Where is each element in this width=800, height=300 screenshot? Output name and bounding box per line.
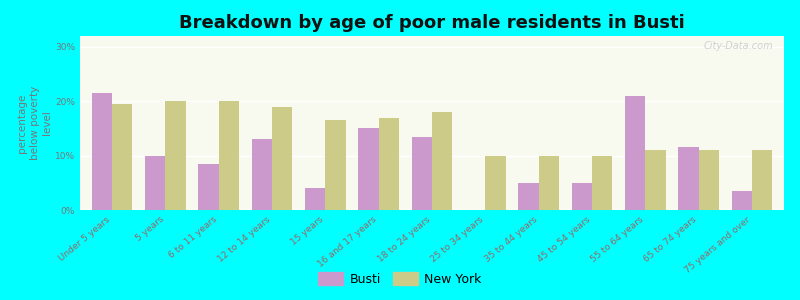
Bar bbox=[538, 156, 559, 210]
Bar bbox=[732, 191, 752, 210]
Bar bbox=[486, 156, 506, 210]
Bar bbox=[272, 107, 292, 210]
Title: Breakdown by age of poor male residents in Busti: Breakdown by age of poor male residents … bbox=[179, 14, 685, 32]
Bar bbox=[592, 156, 612, 210]
Bar bbox=[112, 104, 132, 210]
Bar bbox=[678, 148, 698, 210]
Bar bbox=[92, 93, 112, 210]
Bar bbox=[218, 101, 239, 210]
Bar bbox=[326, 120, 346, 210]
Bar bbox=[646, 150, 666, 210]
Bar bbox=[625, 96, 646, 210]
Bar bbox=[752, 150, 772, 210]
Bar bbox=[518, 183, 538, 210]
Bar bbox=[412, 136, 432, 210]
Bar bbox=[252, 139, 272, 210]
Bar bbox=[198, 164, 218, 210]
Bar bbox=[432, 112, 452, 210]
Bar bbox=[698, 150, 719, 210]
Bar bbox=[572, 183, 592, 210]
Bar bbox=[145, 156, 166, 210]
Y-axis label: percentage
below poverty
level: percentage below poverty level bbox=[18, 86, 52, 160]
Bar bbox=[305, 188, 326, 210]
Bar bbox=[358, 128, 378, 210]
Bar bbox=[166, 101, 186, 210]
Text: City-Data.com: City-Data.com bbox=[704, 41, 774, 51]
Legend: Busti, New York: Busti, New York bbox=[313, 267, 487, 291]
Bar bbox=[378, 118, 399, 210]
